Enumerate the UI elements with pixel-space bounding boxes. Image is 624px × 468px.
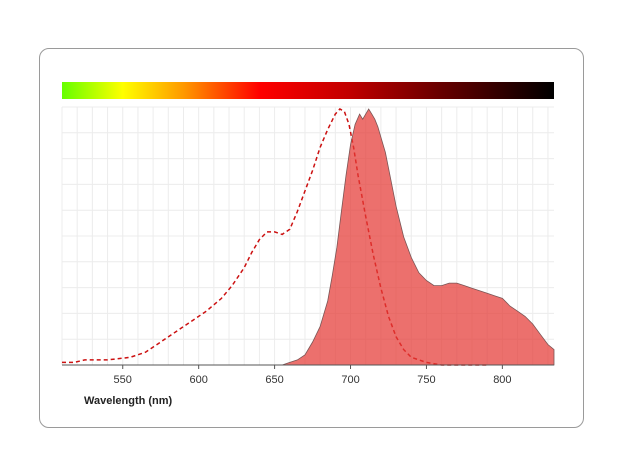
- x-axis-label: Wavelength (nm): [84, 395, 173, 407]
- emission-area-series: [282, 108, 555, 366]
- x-tick-label: 550: [114, 374, 132, 386]
- spectrum-color-bar: [62, 82, 554, 99]
- x-tick-label: 600: [189, 374, 207, 386]
- x-tick-label: 800: [493, 374, 511, 386]
- x-tick-label: 750: [417, 374, 435, 386]
- x-tick-label: 650: [265, 374, 283, 386]
- x-tick-label: 700: [341, 374, 359, 386]
